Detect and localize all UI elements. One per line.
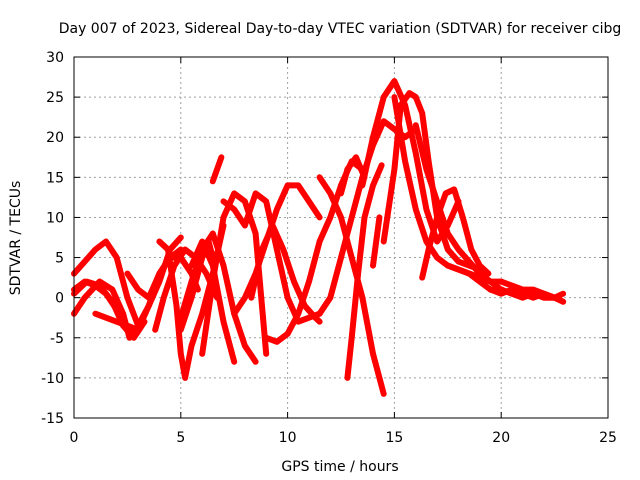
y-tick-label: 20 bbox=[46, 130, 64, 146]
y-tick-label: 0 bbox=[55, 291, 64, 307]
grid-layer bbox=[74, 57, 608, 418]
y-tick-label: 10 bbox=[46, 210, 64, 226]
x-axis-label: GPS time / hours bbox=[281, 459, 398, 475]
series-line-arc-26 bbox=[412, 122, 515, 297]
x-tick-label: 15 bbox=[385, 430, 403, 446]
series-layer bbox=[71, 78, 567, 397]
y-tick-label: 15 bbox=[46, 170, 64, 186]
series-line-arc-20 bbox=[338, 154, 368, 197]
x-tick-label: 20 bbox=[492, 430, 510, 446]
series-line-arc-7 bbox=[152, 246, 221, 333]
series-line-arc-23 bbox=[370, 214, 383, 269]
series-line-arc-5 bbox=[92, 310, 142, 333]
x-tick-label: 10 bbox=[279, 430, 297, 446]
x-tick-label: 25 bbox=[599, 430, 617, 446]
series-line-arc-10 bbox=[177, 238, 216, 333]
series-line-arc-16 bbox=[248, 222, 323, 325]
series-line-arc-21 bbox=[344, 162, 385, 381]
y-tick-label: -5 bbox=[50, 331, 64, 347]
y-tick-label: 25 bbox=[46, 90, 64, 106]
series-line-arc-4 bbox=[71, 278, 148, 341]
y-tick-label: -15 bbox=[41, 411, 64, 427]
series-line-arc-15 bbox=[231, 182, 323, 317]
series-line-arc-30 bbox=[487, 286, 567, 305]
plot-frame bbox=[73, 56, 609, 419]
y-tick-label: 5 bbox=[55, 251, 64, 267]
series-line-arc-13 bbox=[209, 154, 225, 185]
series-line-arc-12 bbox=[199, 190, 270, 357]
y-tick-label: -10 bbox=[41, 371, 64, 387]
series-line-arc-27 bbox=[419, 186, 492, 281]
tick-layer: 0 5 10 15 20 25 -15 -10 -5 0 5 10 15 20 25 30 bbox=[41, 50, 617, 446]
x-tick-label: 0 bbox=[70, 430, 79, 446]
chart-title: Day 007 of 2023, Sidereal Day-to-day VTE… bbox=[59, 21, 622, 37]
series-line-arc-18 bbox=[316, 174, 387, 397]
x-tick-label: 5 bbox=[176, 430, 185, 446]
y-tick-label: 30 bbox=[46, 50, 64, 66]
y-axis-label: SDTVAR / TECUs bbox=[8, 181, 24, 296]
